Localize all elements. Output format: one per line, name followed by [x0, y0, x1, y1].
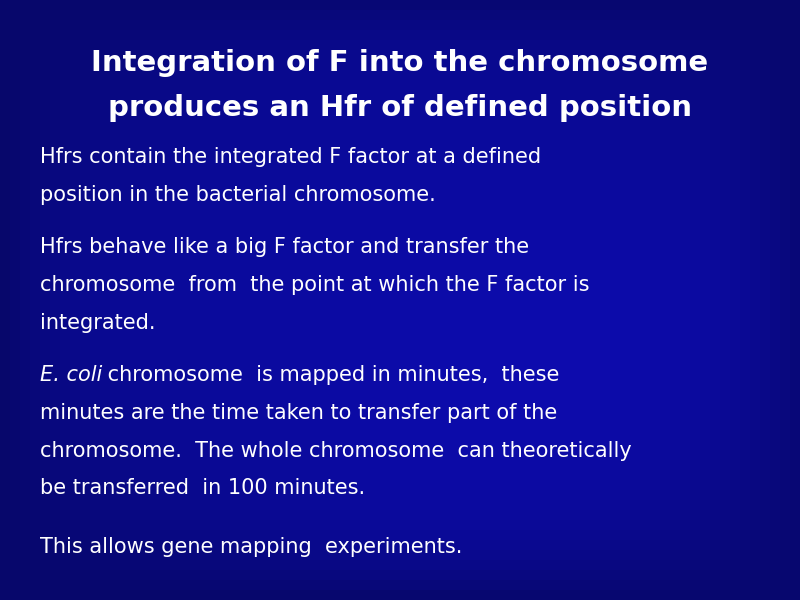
Text: integrated.: integrated.: [40, 313, 155, 333]
Text: chromosome.  The whole chromosome  can theoretically: chromosome. The whole chromosome can the…: [40, 440, 632, 461]
Text: This allows gene mapping  experiments.: This allows gene mapping experiments.: [40, 537, 462, 557]
Text: minutes are the time taken to transfer part of the: minutes are the time taken to transfer p…: [40, 403, 558, 423]
Text: Integration of F into the chromosome: Integration of F into the chromosome: [91, 49, 709, 77]
Text: E. coli: E. coli: [40, 365, 102, 385]
Text: produces an Hfr of defined position: produces an Hfr of defined position: [108, 94, 692, 122]
Text: chromosome  from  the point at which the F factor is: chromosome from the point at which the F…: [40, 275, 590, 295]
Text: position in the bacterial chromosome.: position in the bacterial chromosome.: [40, 185, 436, 205]
Text: Hfrs behave like a big F factor and transfer the: Hfrs behave like a big F factor and tran…: [40, 237, 529, 257]
Text: Hfrs contain the integrated F factor at a defined: Hfrs contain the integrated F factor at …: [40, 147, 541, 167]
Text: be transferred  in 100 minutes.: be transferred in 100 minutes.: [40, 478, 365, 499]
Text: chromosome  is mapped in minutes,  these: chromosome is mapped in minutes, these: [101, 365, 559, 385]
